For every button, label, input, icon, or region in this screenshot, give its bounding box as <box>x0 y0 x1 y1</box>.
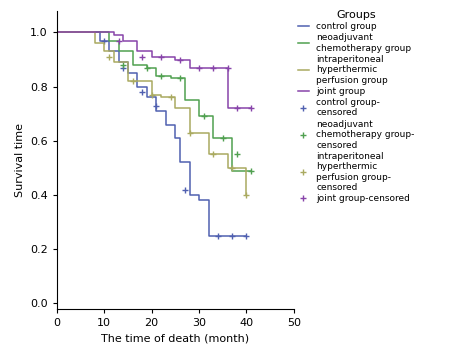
Y-axis label: Survival time: Survival time <box>15 123 25 197</box>
X-axis label: The time of death (month): The time of death (month) <box>101 333 249 343</box>
Legend: control group, neoadjuvant
chemotherapy group, intraperitoneal
hyperthermic
perf: control group, neoadjuvant chemotherapy … <box>296 8 416 205</box>
